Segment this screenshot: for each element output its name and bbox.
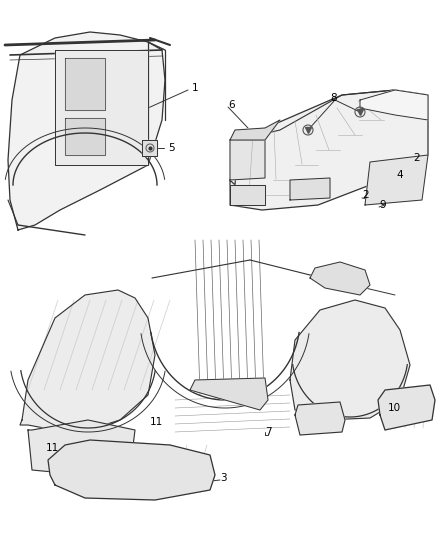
Text: 5: 5 xyxy=(168,143,175,153)
Text: 10: 10 xyxy=(388,403,401,413)
Polygon shape xyxy=(360,90,428,120)
Text: 4: 4 xyxy=(396,170,403,180)
Polygon shape xyxy=(295,402,345,435)
Polygon shape xyxy=(190,378,268,410)
Polygon shape xyxy=(142,140,157,156)
Text: 11: 11 xyxy=(150,417,163,427)
Text: 9: 9 xyxy=(379,200,385,210)
Polygon shape xyxy=(48,440,215,500)
Polygon shape xyxy=(8,32,165,230)
Text: 11: 11 xyxy=(46,443,59,453)
Polygon shape xyxy=(290,178,330,200)
Polygon shape xyxy=(310,262,370,295)
Text: 3: 3 xyxy=(220,473,226,483)
Polygon shape xyxy=(230,120,280,140)
Polygon shape xyxy=(290,300,410,420)
Polygon shape xyxy=(230,140,265,180)
Text: 7: 7 xyxy=(265,427,272,437)
Polygon shape xyxy=(230,185,265,205)
Polygon shape xyxy=(20,290,155,430)
Polygon shape xyxy=(65,118,105,155)
Polygon shape xyxy=(365,155,428,205)
Polygon shape xyxy=(65,58,105,110)
Polygon shape xyxy=(378,385,435,430)
Text: 2: 2 xyxy=(413,153,420,163)
Polygon shape xyxy=(230,90,428,210)
Text: 1: 1 xyxy=(192,83,198,93)
Polygon shape xyxy=(28,420,135,475)
Text: 2: 2 xyxy=(362,190,369,200)
Text: 6: 6 xyxy=(228,100,235,110)
Polygon shape xyxy=(55,50,148,165)
Text: 8: 8 xyxy=(330,93,337,103)
